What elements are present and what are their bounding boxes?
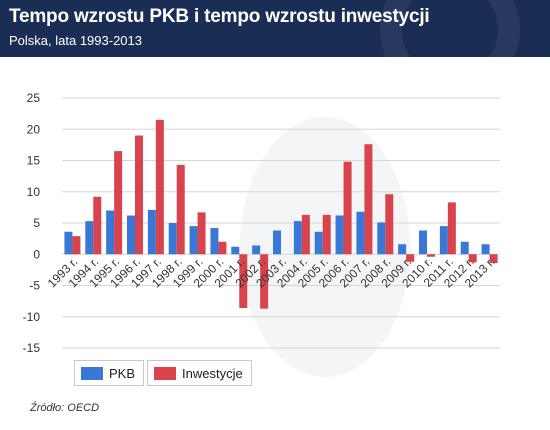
bar-inwestycje-1999 [197,212,206,255]
y-tick-label: 25 [27,91,41,105]
bar-inwestycje-1998 [176,164,185,255]
header-decoration [380,0,520,57]
bar-pkb-2009 [398,244,407,255]
bar-pkb-2001 [231,246,240,255]
bar-pkb-2003 [273,230,281,255]
chart-subtitle: Polska, lata 1993-2013 [9,33,142,48]
y-tick-label: 15 [27,154,41,168]
bar-inwestycje-2006 [343,161,352,255]
bar-pkb-1993 [64,231,73,255]
legend: PKB Inwestycje [74,360,255,386]
legend-item-inwestycje[interactable]: Inwestycje [147,360,252,386]
y-tick-label: 0 [33,247,40,261]
bar-pkb-2005 [314,231,323,255]
source-note: Źródło: OECD [30,402,100,414]
legend-item-pkb[interactable]: PKB [74,360,145,386]
bar-pkb-1995 [106,210,115,255]
bar-pkb-2006 [335,215,344,255]
bar-inwestycje-2001 [239,254,248,308]
chart-title: Tempo wzrostu PKB i tempo wzrostu inwest… [9,6,430,27]
bar-inwestycje-2000 [218,241,227,255]
bar-pkb-2010 [419,230,427,255]
y-tick-label: -5 [29,279,40,293]
legend-label-pkb: PKB [109,365,136,381]
bar-inwestycje-2005 [322,214,331,255]
bar-inwestycje-1995 [114,151,123,255]
bar-inwestycje-1994 [93,196,102,255]
bar-pkb-2007 [356,211,365,255]
header: Tempo wzrostu PKB i tempo wzrostu inwest… [0,0,550,57]
legend-label-inwestycje: Inwestycje [182,365,243,381]
bar-pkb-2008 [377,222,386,255]
bar-inwestycje-2002 [260,254,269,309]
bar-pkb-2004 [293,221,302,255]
bar-inwestycje-1993 [72,236,81,255]
bar-inwestycje-2013 [489,254,498,263]
bar-inwestycje-2008 [385,194,394,255]
legend-swatch-inwestycje [154,366,177,380]
y-tick-label: -15 [23,341,41,355]
bar-pkb-1997 [147,209,156,255]
bar-pkb-1996 [127,215,135,255]
bar-pkb-1994 [85,221,94,255]
bar-inwestycje-1996 [135,135,143,255]
bar-pkb-1998 [168,223,177,255]
bar-inwestycje-2009 [406,254,415,262]
bar-inwestycje-2007 [364,144,373,255]
bar-inwestycje-2012 [468,254,477,263]
y-tick-label: 10 [27,185,41,199]
y-tick-label: -10 [23,310,41,324]
bar-pkb-2013 [481,244,490,255]
bar-pkb-2011 [439,226,448,255]
legend-swatch-pkb [81,366,103,380]
bar-pkb-2012 [460,241,469,255]
bar-pkb-1999 [189,226,198,255]
y-tick-label: 5 [33,216,40,230]
bar-pkb-2002 [252,245,261,255]
bar-pkb-2000 [210,228,219,255]
bar-inwestycje-2011 [447,202,456,255]
y-tick-label: 20 [27,122,41,136]
bar-inwestycje-1997 [155,119,164,255]
bar-inwestycje-2004 [301,214,310,255]
bar-inwestycje-2010 [427,254,435,257]
